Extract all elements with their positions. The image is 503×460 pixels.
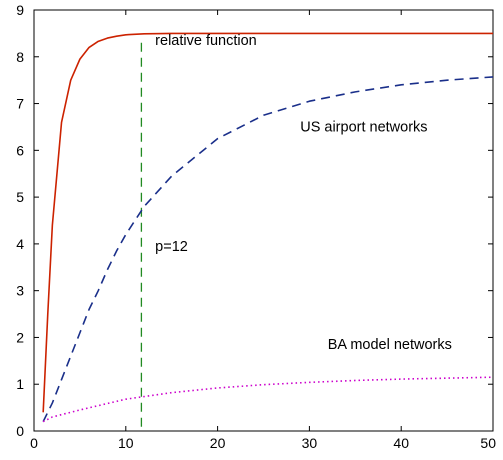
x-tick-label: 30 (302, 435, 318, 451)
series-line-2 (42, 376, 494, 423)
plot-area (33, 9, 494, 432)
y-tick-label: 1 (16, 376, 24, 392)
y-tick-label: 4 (16, 236, 24, 252)
series-line-1 (42, 76, 494, 422)
ticks-layer (33, 9, 494, 432)
y-tick-label: 6 (16, 142, 24, 158)
y-tick-label: 0 (16, 423, 24, 439)
annotation-label: US airport networks (300, 120, 427, 136)
labels-layer: 0 10 20 30 40 50 0 1 2 3 4 5 6 7 8 9 (16, 2, 496, 451)
y-tick-label: 3 (16, 283, 24, 299)
y-tick-label: 7 (16, 96, 24, 112)
annotation-label: p=12 (155, 239, 188, 255)
x-tick-label: 0 (30, 435, 38, 451)
y-tick-label: 5 (16, 189, 24, 205)
annotation-label: BA model networks (328, 337, 452, 353)
y-tick-label: 8 (16, 49, 24, 65)
annotations-layer: relative function US airport networks p=12… (155, 33, 452, 353)
x-tick-label: 50 (480, 435, 496, 451)
y-tick-label: 9 (16, 2, 24, 18)
x-tick-label: 40 (393, 435, 409, 451)
x-tick-label: 10 (118, 435, 134, 451)
x-tick-label: 20 (210, 435, 226, 451)
annotation-label: relative function (155, 33, 257, 49)
series-layer (42, 32, 494, 431)
y-tick-label: 2 (16, 329, 24, 345)
series-line-0 (42, 32, 493, 413)
